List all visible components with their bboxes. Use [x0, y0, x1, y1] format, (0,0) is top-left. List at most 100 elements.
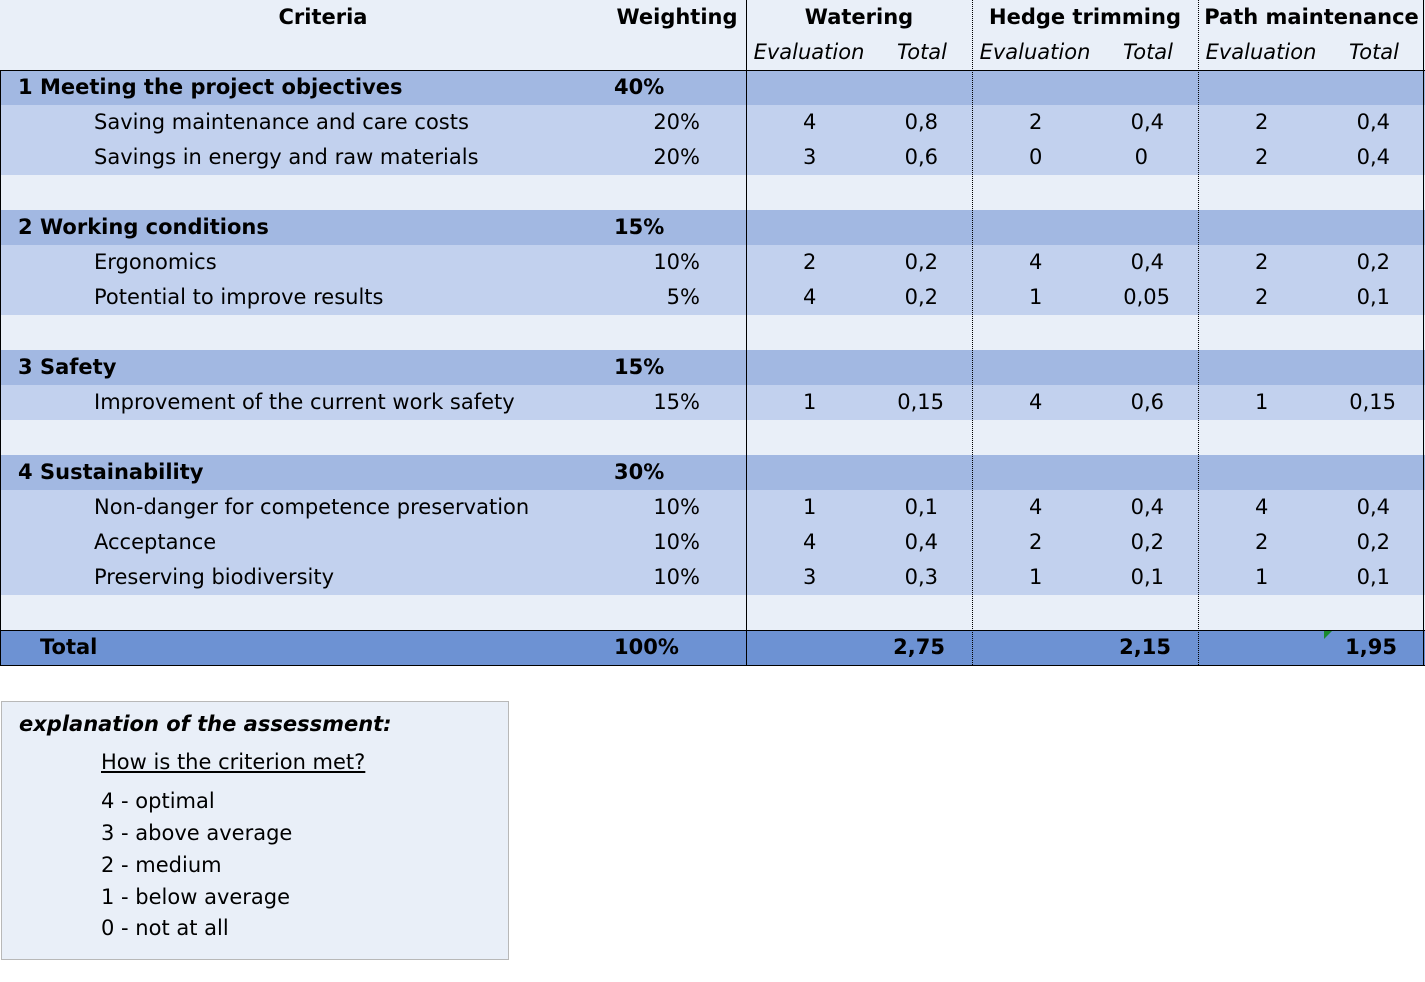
total-cell: 0,2	[1130, 530, 1164, 554]
column-divider	[972, 0, 973, 665]
evaluation-cell: 4	[1255, 495, 1269, 519]
group-row: 2 Working conditions 15%	[0, 210, 1425, 245]
evaluation-cell: 2	[1255, 530, 1269, 554]
spacer-row	[0, 315, 1425, 350]
evaluation-cell: 4	[803, 110, 817, 134]
total-top-border	[0, 630, 1425, 631]
group-weight: 30%	[614, 460, 665, 484]
criterion-weight: 5%	[666, 285, 700, 309]
total-cell: 0,2	[1356, 530, 1390, 554]
spacer-row	[0, 420, 1425, 455]
criterion-weight: 20%	[653, 145, 700, 169]
group-title: Working conditions	[40, 215, 269, 239]
spacer-row	[0, 595, 1425, 630]
criterion-row: Preserving biodiversity 10% 3 0,3 1 0,1 …	[0, 560, 1425, 595]
group-title: Safety	[40, 355, 117, 379]
evaluation-subheader: Evaluation	[979, 40, 1091, 64]
option-header-path-maintenance: Path maintenance	[1204, 5, 1419, 29]
criterion-label: Improvement of the current work safety	[94, 390, 515, 414]
weighting-header: Weighting	[616, 5, 738, 29]
evaluation-cell: 2	[1255, 145, 1269, 169]
total-cell: 0,3	[904, 565, 938, 589]
grand-total-path-maintenance: 1,95	[1345, 635, 1397, 659]
total-cell: 0,4	[1356, 145, 1390, 169]
total-cell: 0,4	[1130, 250, 1164, 274]
option-header-hedge-trimming: Hedge trimming	[989, 5, 1181, 29]
grand-total-row: Total 100% 2,75 2,15 1,95	[0, 630, 1425, 665]
total-cell: 0,2	[904, 285, 938, 309]
legend-title: explanation of the assessment:	[19, 712, 392, 736]
total-cell: 0,4	[1356, 110, 1390, 134]
total-subheader: Total	[1122, 40, 1174, 64]
total-cell: 0,4	[1130, 495, 1164, 519]
legend-item: 3 - above average	[101, 821, 293, 845]
criterion-row: Saving maintenance and care costs 20% 4 …	[0, 105, 1425, 140]
evaluation-cell: 1	[1029, 565, 1043, 589]
evaluation-subheader: Evaluation	[753, 40, 865, 64]
evaluation-cell: 1	[803, 495, 817, 519]
group-title: Meeting the project objectives	[40, 75, 403, 99]
subheader-row: Evaluation Total Evaluation Total Evalua…	[0, 35, 1425, 70]
group-weight: 15%	[614, 215, 665, 239]
evaluation-cell: 2	[1255, 250, 1269, 274]
table-bottom-border	[0, 665, 1425, 666]
evaluation-cell: 0	[1029, 145, 1043, 169]
group-number: 3	[18, 355, 33, 379]
evaluation-cell: 4	[803, 285, 817, 309]
column-divider	[746, 0, 747, 665]
header-row: Criteria Weighting Watering Hedge trimmi…	[0, 0, 1425, 35]
criterion-label: Acceptance	[94, 530, 217, 554]
total-cell: 0,4	[1130, 110, 1164, 134]
criterion-row: Non-danger for competence preservation 1…	[0, 490, 1425, 525]
legend-subtitle: How is the criterion met?	[101, 750, 366, 774]
total-cell: 0,05	[1123, 285, 1170, 309]
total-cell: 0,2	[904, 250, 938, 274]
evaluation-subheader: Evaluation	[1205, 40, 1317, 64]
criterion-label: Non-danger for competence preservation	[94, 495, 530, 519]
criterion-weight: 10%	[653, 530, 700, 554]
grand-total-watering: 2,75	[893, 635, 945, 659]
total-cell: 0,6	[904, 145, 938, 169]
total-cell: 0,15	[897, 390, 944, 414]
group-number: 2	[18, 215, 33, 239]
evaluation-cell: 2	[803, 250, 817, 274]
criterion-row: Savings in energy and raw materials 20% …	[0, 140, 1425, 175]
evaluation-cell: 2	[1255, 285, 1269, 309]
criterion-row: Ergonomics 10% 2 0,2 4 0,4 2 0,2	[0, 245, 1425, 280]
evaluation-cell: 1	[1255, 390, 1269, 414]
table-right-border	[1423, 0, 1424, 665]
evaluation-cell: 3	[803, 565, 817, 589]
criterion-weight: 10%	[653, 565, 700, 589]
criterion-weight: 10%	[653, 495, 700, 519]
evaluation-cell: 2	[1029, 110, 1043, 134]
total-subheader: Total	[1348, 40, 1400, 64]
total-cell: 0,8	[904, 110, 938, 134]
assessment-legend: explanation of the assessment: How is th…	[1, 701, 509, 960]
criterion-label: Preserving biodiversity	[94, 565, 335, 589]
total-cell: 0,15	[1349, 390, 1396, 414]
criterion-weight: 15%	[653, 390, 700, 414]
evaluation-cell: 2	[1029, 530, 1043, 554]
total-cell: 0,1	[904, 495, 938, 519]
group-row: 4 Sustainability 30%	[0, 455, 1425, 490]
criterion-label: Saving maintenance and care costs	[94, 110, 469, 134]
total-cell: 0	[1134, 145, 1148, 169]
group-number: 1	[18, 75, 33, 99]
evaluation-cell: 4	[803, 530, 817, 554]
group-weight: 40%	[614, 75, 665, 99]
grand-total-hedge-trimming: 2,15	[1119, 635, 1171, 659]
total-cell: 0,1	[1130, 565, 1164, 589]
group-row: 1 Meeting the project objectives 40%	[0, 70, 1425, 105]
legend-item: 0 - not at all	[101, 916, 229, 940]
criterion-row: Improvement of the current work safety 1…	[0, 385, 1425, 420]
total-cell: 0,6	[1130, 390, 1164, 414]
legend-item: 4 - optimal	[101, 789, 215, 813]
evaluation-cell: 4	[1029, 495, 1043, 519]
table-left-border	[0, 70, 1, 665]
criteria-header: Criteria	[278, 5, 368, 29]
comment-indicator-icon[interactable]	[1324, 630, 1333, 639]
total-cell: 0,4	[1356, 495, 1390, 519]
criterion-row: Potential to improve results 5% 4 0,2 1 …	[0, 280, 1425, 315]
total-cell: 0,2	[1356, 250, 1390, 274]
grand-total-weight: 100%	[614, 635, 679, 659]
